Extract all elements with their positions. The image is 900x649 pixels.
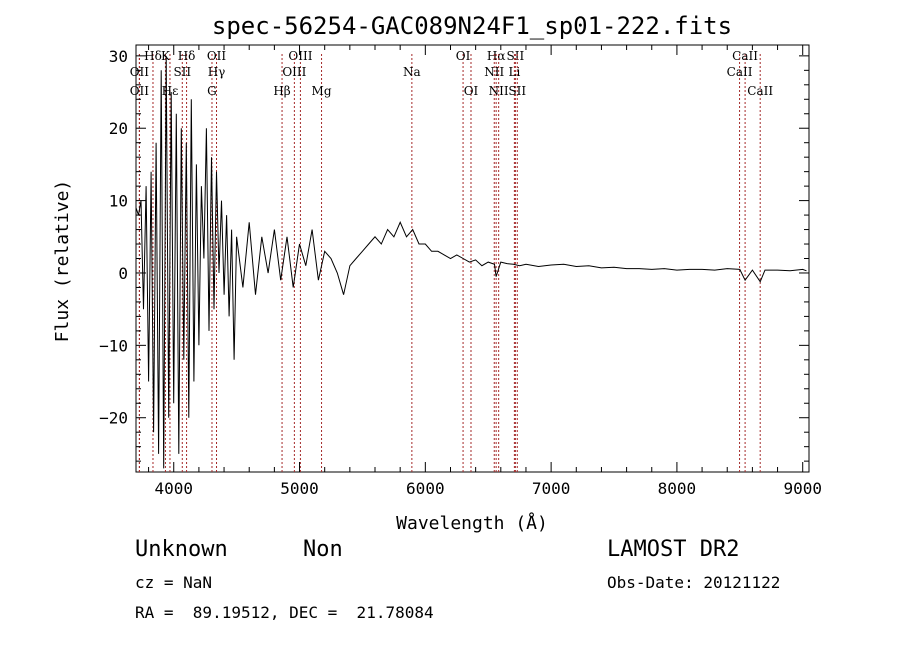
x-tick-label: 7000 — [532, 479, 571, 498]
line-marker-label: OIII — [282, 65, 306, 79]
object-subclass: Non — [303, 537, 343, 562]
chart-title: spec-56254-GAC089N24F1_sp01-222.fits — [212, 12, 732, 40]
coordinates: RA = 89.19512, DEC = 21.78084 — [135, 603, 434, 622]
x-tick-label: 6000 — [406, 479, 445, 498]
line-marker-label: G — [207, 84, 217, 98]
line-marker-label: CaII — [732, 49, 758, 63]
plot-axes — [135, 44, 810, 473]
line-marker-label: Li — [508, 65, 520, 79]
y-tick-label: −20 — [99, 409, 128, 428]
survey-name: LAMOST DR2 — [607, 537, 740, 562]
plot-frame — [135, 44, 810, 473]
line-marker-label: Hδ — [178, 49, 196, 63]
line-marker-label: Na — [403, 65, 421, 79]
line-marker-label: NII — [489, 84, 509, 98]
y-tick-label: 30 — [109, 47, 128, 66]
line-marker-label: NII — [484, 65, 504, 79]
line-marker-label: SII — [507, 49, 525, 63]
x-tick-label: 8000 — [658, 479, 697, 498]
line-marker-label: Hβ — [273, 84, 290, 98]
y-tick-label: 10 — [109, 192, 128, 211]
x-tick-label: 4000 — [154, 479, 193, 498]
line-marker-label: OIII — [288, 49, 312, 63]
y-tick-label: 20 — [109, 119, 128, 138]
line-marker-label: CaII — [727, 65, 753, 79]
observation-date: Obs-Date: 20121122 — [607, 573, 781, 592]
line-marker-label: Hα — [487, 49, 506, 63]
line-marker-label: Hγ — [208, 65, 226, 79]
x-tick-label: 5000 — [280, 479, 319, 498]
line-marker-label: SII — [173, 65, 191, 79]
x-tick-label: 9000 — [783, 479, 822, 498]
line-marker-label: SII — [508, 84, 526, 98]
object-class: Unknown — [135, 537, 228, 562]
line-marker-label: OII — [130, 84, 150, 98]
line-marker-label: CaII — [747, 84, 773, 98]
spectrum-line — [135, 55, 807, 469]
y-tick-label: −10 — [99, 336, 128, 355]
line-marker-label: OI — [464, 84, 479, 98]
line-marker-label: Hδ — [144, 49, 162, 63]
y-axis-label: Flux (relative) — [52, 180, 73, 343]
redshift-cz: cz = NaN — [135, 573, 213, 592]
y-tick-label: 0 — [118, 264, 128, 283]
line-marker-label: Mg — [312, 84, 332, 98]
line-marker-label: OI — [456, 49, 471, 63]
axis-ticks: 4000 5000 6000 7000 8000 9000 −20 −10 0 10 20 30 — [99, 45, 822, 498]
line-marker-label: Hε — [162, 84, 179, 98]
x-axis-label: Wavelength (Å) — [396, 512, 548, 534]
